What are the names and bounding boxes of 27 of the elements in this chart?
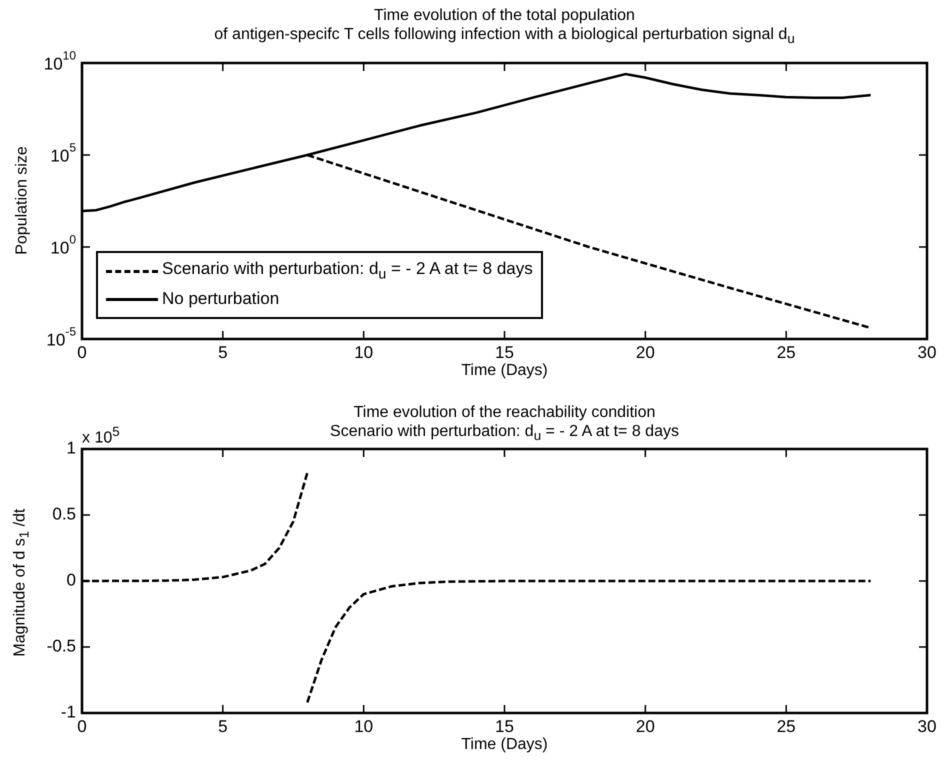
x-tick-label: 30 <box>918 342 936 362</box>
x-tick-label: 15 <box>495 716 514 736</box>
legend-label: No perturbation <box>162 289 280 309</box>
y-tick-label: 0 <box>66 570 76 590</box>
y-tick-label: 1 <box>66 438 76 458</box>
x-axis-title: Time (Days) <box>460 361 549 380</box>
x-tick-label: 25 <box>776 342 796 362</box>
x-tick-label: 20 <box>636 716 655 736</box>
x-axis-title: Time (Days) <box>460 735 549 754</box>
chart-subtitle: Scenario with perturbation: d$_{u}$ = - 2 A at t= 8 days <box>330 423 679 444</box>
y-tick-label: 0.5 <box>52 504 76 524</box>
chart-title: Time evolution of the total population of antigen-specifc T cells following infection with a biological perturbation signal d$_{u}$ <box>213 6 796 48</box>
x-tick-label: 30 <box>918 716 936 736</box>
x-tick-label: 5 <box>218 342 228 362</box>
x-tick-label: 5 <box>218 716 228 736</box>
line-series <box>306 580 872 704</box>
x-tick-label: 10 <box>354 716 374 736</box>
x-tick-label: 10 <box>354 342 374 362</box>
chart-title: Time evolution of the reachability condition <box>352 403 656 422</box>
y-axis-title: Population size <box>12 145 32 257</box>
x-tick-label: 25 <box>776 716 796 736</box>
x-tick-label: 15 <box>495 342 514 362</box>
text: x 10$^{5}$ <box>82 423 120 448</box>
y-tick-label: -0.5 <box>46 636 76 656</box>
x-tick-label: 20 <box>636 342 655 362</box>
y-tick-label: -1 <box>60 702 76 722</box>
legend-label: Scenario with perturbation: d$_{u}$ = - 2 A at t= 8 days <box>162 259 533 283</box>
